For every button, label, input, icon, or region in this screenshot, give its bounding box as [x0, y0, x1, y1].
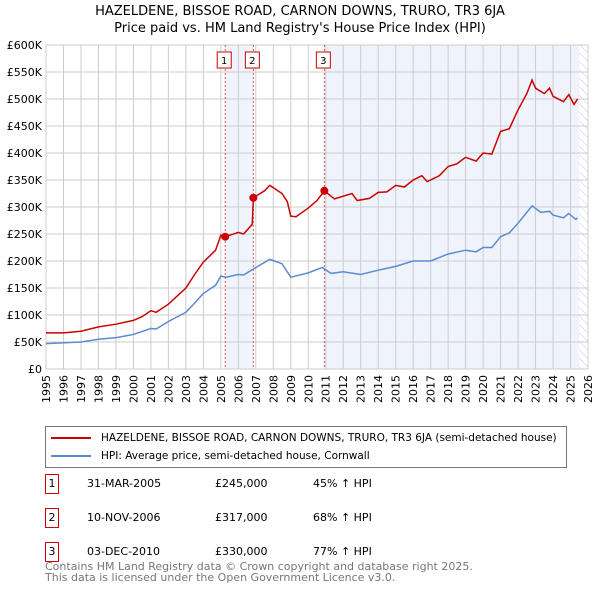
x-tick-label: 2025	[565, 375, 578, 403]
sale-number-badge: 1	[45, 474, 59, 494]
x-tick-label: 2015	[390, 375, 403, 403]
y-tick-label: £0	[28, 363, 42, 376]
x-tick-label: 2002	[162, 375, 175, 403]
sale-marker-badge	[216, 51, 232, 69]
y-tick-label: £550K	[7, 66, 43, 79]
x-tick-label: 2001	[145, 375, 158, 403]
x-tick-label: 2013	[355, 375, 368, 403]
y-tick-label: £400K	[7, 147, 43, 160]
x-tick-label: 2021	[495, 375, 508, 403]
sale-hpi: 45% ↑ HPI	[313, 477, 372, 490]
sale-marker-label: 2	[249, 56, 255, 67]
plot-frame	[45, 44, 589, 370]
sale-hpi: 77% ↑ HPI	[313, 545, 372, 558]
x-tick-label: 2019	[460, 375, 473, 403]
x-tick-label: 2003	[180, 375, 193, 403]
sale-price: £317,000	[215, 511, 268, 524]
footer: Contains HM Land Registry data © Crown c…	[45, 561, 473, 583]
legend-swatch	[51, 455, 91, 457]
y-tick-label: £450K	[7, 120, 43, 133]
sale-date: 10-NOV-2006	[87, 511, 161, 524]
y-tick-label: £500K	[7, 93, 43, 106]
sale-point	[249, 193, 258, 202]
x-tick-label: 2010	[302, 375, 315, 403]
y-tick-label: £50K	[14, 336, 43, 349]
x-tick-label: 1997	[75, 375, 88, 403]
sale-number-badge: 3	[45, 542, 59, 562]
x-tick-label: 2008	[267, 375, 280, 403]
y-tick-label: £150K	[7, 282, 43, 295]
y-tick-label: £100K	[7, 309, 43, 322]
x-tick-label: 2006	[232, 375, 245, 403]
sale-point	[221, 232, 230, 241]
x-tick-label: 1996	[57, 375, 70, 403]
x-tick-label: 1999	[110, 375, 123, 403]
x-tick-label: 2009	[285, 375, 298, 403]
x-tick-label: 2005	[215, 375, 228, 403]
y-tick-label: £600K	[7, 39, 43, 52]
x-tick-label: 2016	[407, 375, 420, 403]
x-tick-label: 2018	[442, 375, 455, 403]
y-tick-label: £350K	[7, 174, 43, 187]
y-tick-label: £200K	[7, 255, 43, 268]
x-tick-label: 2000	[127, 375, 140, 403]
price-chart: 1995 1996 1997 1998 1999 2000 2001 2002 2003 2004…	[7, 39, 595, 403]
x-tick-label: 2022	[512, 375, 525, 403]
legend-label: HAZELDENE, BISSOE ROAD, CARNON DOWNS, TR…	[101, 432, 557, 444]
legend-swatch	[51, 437, 91, 439]
x-tick-label: 2017	[425, 375, 438, 403]
sale-point	[320, 186, 329, 195]
x-tick-label: 1995	[40, 375, 53, 403]
legend: HAZELDENE, BISSOE ROAD, CARNON DOWNS, TR…	[45, 426, 567, 468]
x-tick-label: 2024	[547, 375, 560, 403]
sale-price: £245,000	[215, 477, 268, 490]
property-price-line	[46, 78, 579, 334]
y-tick-label: £300K	[7, 201, 43, 214]
sale-marker-badge	[244, 51, 260, 69]
legend-item-property: HAZELDENE, BISSOE ROAD, CARNON DOWNS, TR…	[51, 429, 557, 447]
x-tick-label: 2014	[372, 375, 385, 403]
legend-item-hpi: HPI: Average price, semi-detached house,…	[51, 447, 370, 465]
sale-marker-label: 3	[320, 56, 326, 67]
chart-title: HAZELDENE, BISSOE ROAD, CARNON DOWNS, TR…	[0, 3, 600, 37]
footer-line: Contains HM Land Registry data © Crown c…	[45, 560, 473, 573]
footer-line: This data is licensed under the Open Gov…	[45, 571, 396, 584]
sale-date: 31-MAR-2005	[87, 477, 162, 490]
x-tick-label: 2020	[477, 375, 490, 403]
sale-date: 03-DEC-2010	[87, 545, 161, 558]
legend-label: HPI: Average price, semi-detached house,…	[101, 450, 370, 462]
x-tick-label: 2007	[250, 375, 263, 403]
x-tick-label: 2004	[197, 375, 210, 403]
x-tick-label: 2026	[582, 375, 595, 403]
title-line: HAZELDENE, BISSOE ROAD, CARNON DOWNS, TR…	[95, 4, 505, 19]
hpi-line	[45, 204, 579, 345]
x-tick-label: 2011	[320, 375, 333, 403]
sale-marker-label: 1	[221, 56, 227, 67]
x-tick-label: 2012	[337, 375, 350, 403]
sale-number-badge: 2	[45, 508, 59, 528]
y-tick-label: £250K	[7, 228, 43, 241]
x-tick-label: 1998	[92, 375, 105, 403]
sale-price: £330,000	[215, 545, 268, 558]
sale-hpi: 68% ↑ HPI	[313, 511, 372, 524]
x-tick-label: 2023	[530, 375, 543, 403]
subtitle-line: Price paid vs. HM Land Registry's House …	[114, 21, 486, 36]
sale-marker-badge	[315, 51, 331, 69]
